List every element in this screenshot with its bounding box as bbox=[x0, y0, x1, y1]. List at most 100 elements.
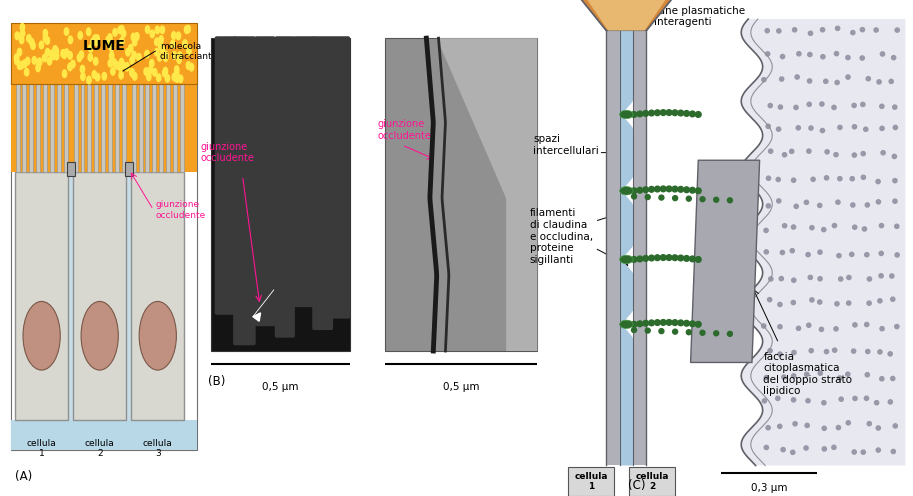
Bar bbox=[57, 84, 61, 172]
Circle shape bbox=[824, 176, 829, 180]
Circle shape bbox=[163, 51, 168, 59]
Circle shape bbox=[833, 224, 836, 228]
Ellipse shape bbox=[23, 302, 60, 370]
Circle shape bbox=[764, 228, 768, 233]
Text: giunzione
occludente: giunzione occludente bbox=[201, 142, 255, 163]
Circle shape bbox=[87, 28, 90, 36]
Circle shape bbox=[632, 194, 636, 199]
Text: cellula
1: cellula 1 bbox=[26, 439, 57, 458]
Circle shape bbox=[792, 278, 796, 282]
Circle shape bbox=[809, 126, 813, 130]
Circle shape bbox=[860, 56, 865, 60]
Circle shape bbox=[68, 52, 72, 59]
Circle shape bbox=[866, 76, 870, 81]
Circle shape bbox=[853, 323, 857, 327]
Circle shape bbox=[186, 25, 190, 33]
Circle shape bbox=[648, 186, 655, 192]
Bar bbox=[88, 84, 91, 172]
Circle shape bbox=[163, 67, 168, 75]
Circle shape bbox=[853, 396, 857, 401]
Circle shape bbox=[782, 153, 787, 157]
Circle shape bbox=[62, 50, 67, 57]
Circle shape bbox=[154, 49, 159, 56]
FancyBboxPatch shape bbox=[629, 467, 676, 496]
Polygon shape bbox=[741, 19, 906, 465]
Circle shape bbox=[648, 255, 655, 261]
Text: cellula
1: cellula 1 bbox=[574, 472, 608, 491]
Circle shape bbox=[782, 224, 787, 228]
Circle shape bbox=[643, 111, 648, 116]
Circle shape bbox=[728, 198, 732, 203]
Circle shape bbox=[877, 350, 882, 354]
Circle shape bbox=[893, 424, 897, 428]
Circle shape bbox=[29, 38, 34, 46]
Circle shape bbox=[163, 54, 168, 62]
Circle shape bbox=[78, 54, 81, 62]
Circle shape bbox=[160, 45, 164, 53]
Circle shape bbox=[684, 320, 689, 326]
Bar bbox=[159, 84, 163, 172]
Circle shape bbox=[684, 187, 689, 192]
Circle shape bbox=[135, 33, 139, 40]
Circle shape bbox=[888, 400, 892, 404]
Circle shape bbox=[714, 331, 719, 336]
Circle shape bbox=[159, 36, 163, 43]
Circle shape bbox=[68, 63, 72, 71]
Circle shape bbox=[144, 68, 148, 75]
Circle shape bbox=[112, 59, 117, 66]
Circle shape bbox=[120, 59, 124, 66]
Circle shape bbox=[655, 110, 660, 116]
Circle shape bbox=[91, 38, 95, 45]
Circle shape bbox=[89, 54, 92, 61]
Circle shape bbox=[187, 48, 191, 55]
Circle shape bbox=[666, 110, 672, 116]
Circle shape bbox=[68, 36, 73, 44]
Circle shape bbox=[700, 330, 705, 335]
Circle shape bbox=[780, 77, 783, 81]
Ellipse shape bbox=[139, 302, 176, 370]
Circle shape bbox=[822, 228, 826, 232]
Circle shape bbox=[32, 57, 37, 64]
Circle shape bbox=[645, 194, 650, 199]
Circle shape bbox=[655, 255, 660, 260]
Circle shape bbox=[645, 328, 650, 333]
Circle shape bbox=[15, 57, 19, 64]
Circle shape bbox=[631, 256, 637, 262]
Circle shape bbox=[781, 447, 785, 452]
Bar bbox=[64, 84, 68, 172]
Bar bbox=[108, 84, 112, 172]
Circle shape bbox=[879, 274, 883, 278]
Bar bbox=[37, 84, 40, 172]
Circle shape bbox=[891, 56, 896, 60]
Circle shape bbox=[832, 105, 836, 110]
Circle shape bbox=[631, 188, 637, 193]
Circle shape bbox=[805, 424, 809, 428]
Circle shape bbox=[687, 330, 691, 335]
Circle shape bbox=[37, 59, 41, 66]
Circle shape bbox=[880, 126, 884, 130]
Circle shape bbox=[696, 188, 701, 193]
Text: molecola
di tracciante: molecola di tracciante bbox=[160, 42, 217, 61]
Circle shape bbox=[853, 225, 856, 229]
Text: cellula
2: cellula 2 bbox=[635, 472, 669, 491]
Circle shape bbox=[148, 66, 152, 74]
Circle shape bbox=[852, 103, 856, 108]
Circle shape bbox=[893, 179, 897, 183]
Circle shape bbox=[643, 320, 648, 326]
Circle shape bbox=[876, 180, 880, 184]
Bar bbox=[16, 84, 19, 172]
Circle shape bbox=[889, 79, 893, 83]
Circle shape bbox=[895, 253, 899, 257]
Circle shape bbox=[20, 30, 25, 37]
Circle shape bbox=[177, 56, 182, 63]
Circle shape bbox=[26, 35, 31, 42]
Circle shape bbox=[39, 41, 44, 49]
Circle shape bbox=[891, 449, 896, 453]
Circle shape bbox=[895, 224, 899, 229]
Circle shape bbox=[792, 398, 795, 402]
Circle shape bbox=[25, 68, 29, 76]
Circle shape bbox=[174, 66, 179, 73]
Circle shape bbox=[852, 349, 855, 353]
Circle shape bbox=[796, 125, 801, 130]
Circle shape bbox=[866, 349, 870, 354]
